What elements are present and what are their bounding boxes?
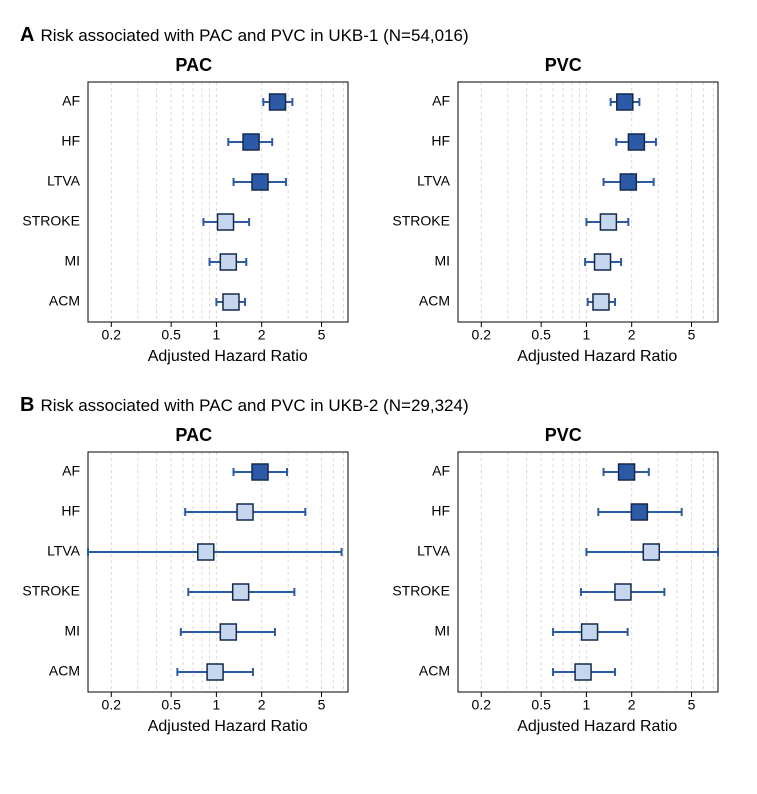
hr-marker: [270, 94, 286, 110]
y-tick-label: STROKE: [22, 213, 80, 229]
hr-marker: [207, 664, 223, 680]
hr-marker: [243, 134, 259, 150]
subplot-title: PVC: [390, 425, 738, 446]
y-tick-label: ACM: [49, 663, 80, 679]
x-tick-label: 1: [213, 696, 221, 712]
x-tick-label: 2: [258, 326, 266, 342]
subplot-row: PAC AF HF LTVA STROKE MI ACM 0.2 0.5 1 2 5 Adjusted …: [20, 425, 737, 736]
plot-border: [458, 452, 718, 692]
y-tick-label: LTVA: [47, 543, 81, 559]
y-tick-label: MI: [64, 253, 80, 269]
x-tick-label: 0.5: [161, 326, 181, 342]
y-tick-label: STROKE: [392, 213, 450, 229]
y-tick-label: ACM: [418, 293, 449, 309]
hr-marker: [237, 504, 253, 520]
hr-marker: [600, 214, 616, 230]
hr-marker: [218, 214, 234, 230]
hr-marker: [252, 174, 268, 190]
subplot-title: PAC: [20, 55, 368, 76]
panel-title: B Risk associated with PAC and PVC in UKB…: [20, 394, 737, 417]
y-tick-label: AF: [432, 93, 450, 109]
hr-marker: [628, 134, 644, 150]
subplot-pvc: PVC AF HF LTVA STROKE MI ACM 0.2 0.5 1 2 5 Adjusted …: [390, 55, 738, 366]
x-tick-label: 5: [318, 696, 326, 712]
subplot-pac: PAC AF HF LTVA STROKE MI ACM 0.2 0.5 1 2 5 Adjusted …: [20, 55, 368, 366]
hr-marker: [220, 624, 236, 640]
hr-marker: [198, 544, 214, 560]
hr-marker: [252, 464, 268, 480]
y-tick-label: MI: [434, 623, 450, 639]
hr-marker: [614, 584, 630, 600]
forest-plot-pvc: AF HF LTVA STROKE MI ACM 0.2 0.5 1 2 5: [390, 448, 720, 716]
figure-root: A Risk associated with PAC and PVC in UKB…: [20, 24, 737, 736]
x-tick-label: 5: [687, 696, 695, 712]
hr-marker: [233, 584, 249, 600]
plot-border: [88, 82, 348, 322]
x-axis-label: Adjusted Hazard Ratio: [20, 718, 368, 736]
x-tick-label: 2: [627, 326, 635, 342]
x-tick-label: 5: [687, 326, 695, 342]
y-tick-label: LTVA: [417, 173, 451, 189]
y-tick-label: AF: [62, 463, 80, 479]
x-axis-label: Adjusted Hazard Ratio: [390, 348, 738, 366]
x-tick-label: 0.2: [102, 326, 122, 342]
hr-marker: [631, 504, 647, 520]
x-tick-label: 0.2: [102, 696, 122, 712]
subplot-row: PAC AF HF LTVA STROKE MI ACM 0.2 0.5 1 2 5 Adjusted …: [20, 55, 737, 366]
x-tick-label: 0.5: [161, 696, 181, 712]
x-axis-label: Adjusted Hazard Ratio: [390, 718, 738, 736]
forest-plot-pvc: AF HF LTVA STROKE MI ACM 0.2 0.5 1 2 5: [390, 78, 720, 346]
hr-marker: [643, 544, 659, 560]
hr-marker: [575, 664, 591, 680]
y-tick-label: HF: [431, 503, 450, 519]
y-tick-label: ACM: [418, 663, 449, 679]
panel-title-text: Risk associated with PAC and PVC in UKB-…: [40, 26, 468, 45]
y-tick-label: AF: [62, 93, 80, 109]
panel-A: A Risk associated with PAC and PVC in UKB…: [20, 24, 737, 366]
plot-border: [88, 452, 348, 692]
hr-marker: [223, 294, 239, 310]
plot-border: [458, 82, 718, 322]
hr-marker: [592, 294, 608, 310]
subplot-pac: PAC AF HF LTVA STROKE MI ACM 0.2 0.5 1 2 5 Adjusted …: [20, 425, 368, 736]
x-tick-label: 1: [582, 696, 590, 712]
x-tick-label: 1: [582, 326, 590, 342]
y-tick-label: LTVA: [417, 543, 451, 559]
y-tick-label: MI: [434, 253, 450, 269]
subplot-title: PVC: [390, 55, 738, 76]
hr-marker: [220, 254, 236, 270]
y-tick-label: HF: [61, 503, 80, 519]
panel-title-text: Risk associated with PAC and PVC in UKB-…: [40, 396, 468, 415]
x-tick-label: 2: [627, 696, 635, 712]
hr-marker: [618, 464, 634, 480]
x-tick-label: 2: [258, 696, 266, 712]
x-axis-label: Adjusted Hazard Ratio: [20, 348, 368, 366]
x-tick-label: 0.5: [531, 696, 551, 712]
hr-marker: [594, 254, 610, 270]
y-tick-label: AF: [432, 463, 450, 479]
subplot-title: PAC: [20, 425, 368, 446]
y-tick-label: LTVA: [47, 173, 81, 189]
panel-letter: B: [20, 394, 34, 416]
hr-marker: [620, 174, 636, 190]
x-tick-label: 1: [213, 326, 221, 342]
y-tick-label: MI: [64, 623, 80, 639]
hr-marker: [581, 624, 597, 640]
forest-plot-pac: AF HF LTVA STROKE MI ACM 0.2 0.5 1 2 5: [20, 78, 350, 346]
subplot-pvc: PVC AF HF LTVA STROKE MI ACM 0.2 0.5 1 2 5 Adjusted …: [390, 425, 738, 736]
y-tick-label: HF: [61, 133, 80, 149]
x-tick-label: 0.5: [531, 326, 551, 342]
y-tick-label: STROKE: [22, 583, 80, 599]
y-tick-label: HF: [431, 133, 450, 149]
x-tick-label: 5: [318, 326, 326, 342]
x-tick-label: 0.2: [471, 696, 491, 712]
y-tick-label: ACM: [49, 293, 80, 309]
forest-plot-pac: AF HF LTVA STROKE MI ACM 0.2 0.5 1 2 5: [20, 448, 350, 716]
hr-marker: [616, 94, 632, 110]
x-tick-label: 0.2: [471, 326, 491, 342]
panel-letter: A: [20, 24, 34, 46]
panel-B: B Risk associated with PAC and PVC in UKB…: [20, 394, 737, 736]
panel-title: A Risk associated with PAC and PVC in UKB…: [20, 24, 737, 47]
y-tick-label: STROKE: [392, 583, 450, 599]
